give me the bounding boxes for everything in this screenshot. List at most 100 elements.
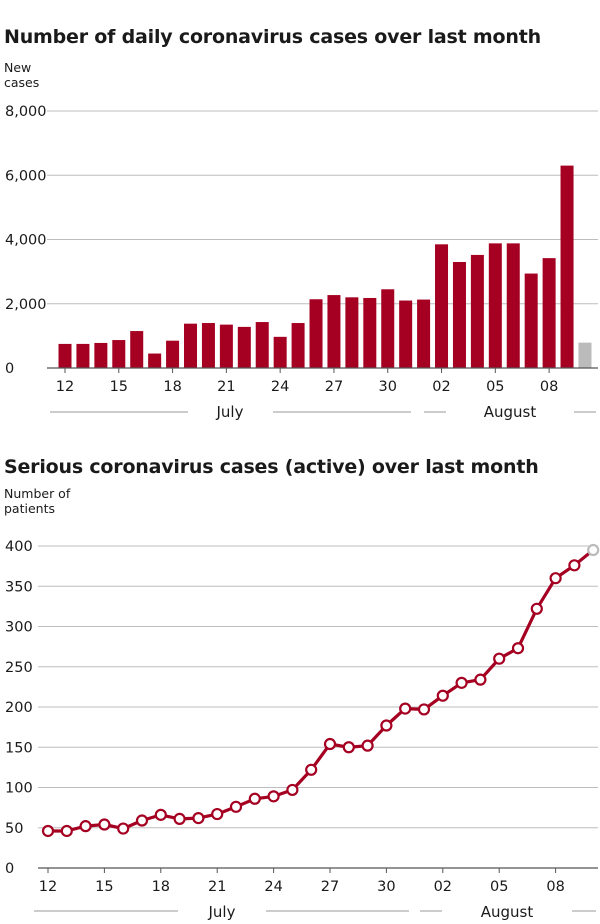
bar xyxy=(148,353,162,368)
x-tick-label: 27 xyxy=(325,379,343,395)
x-tick-label: 15 xyxy=(95,879,113,895)
x-tick-label: 12 xyxy=(39,879,57,895)
data-point xyxy=(549,572,562,585)
data-point xyxy=(323,737,337,751)
bar xyxy=(273,336,287,368)
bar xyxy=(452,261,466,368)
data-point xyxy=(417,703,431,716)
bar xyxy=(363,297,377,368)
x-tick-label: 18 xyxy=(163,379,181,395)
bar xyxy=(524,273,538,368)
data-point xyxy=(229,800,243,813)
bar xyxy=(470,254,484,368)
data-point xyxy=(511,642,525,655)
y-tick-label: 50 xyxy=(5,821,23,837)
data-point xyxy=(568,559,581,572)
data-point xyxy=(286,783,299,797)
data-point xyxy=(211,807,224,821)
y-tick-label: 0 xyxy=(5,361,14,377)
x-tick-label: 30 xyxy=(379,379,397,395)
bar xyxy=(309,299,323,368)
y-tick-label: 4,000 xyxy=(5,233,47,249)
x-tick-label: 12 xyxy=(56,379,74,395)
data-point xyxy=(267,790,280,803)
bar xyxy=(435,244,449,368)
data-point xyxy=(305,763,318,776)
y-tick-label: 0 xyxy=(5,861,14,877)
bar xyxy=(166,340,180,368)
x-tick-label: 08 xyxy=(540,379,558,395)
bar xyxy=(112,340,126,368)
bar xyxy=(417,299,431,368)
data-point xyxy=(41,824,55,838)
chart1-title: Number of daily coronavirus cases over l… xyxy=(4,26,541,48)
bar xyxy=(345,297,359,368)
month-label-august: August xyxy=(481,903,534,921)
data-point xyxy=(474,673,487,686)
y-tick-label: 400 xyxy=(5,539,33,555)
y-axis-label: Number of xyxy=(4,486,71,501)
x-tick-label: 21 xyxy=(208,879,226,895)
x-tick-label: 27 xyxy=(321,879,339,895)
data-point xyxy=(98,818,111,831)
data-point xyxy=(154,808,167,821)
y-tick-label: 200 xyxy=(5,700,33,716)
data-point xyxy=(342,741,355,754)
x-tick-label: 24 xyxy=(264,879,282,895)
x-tick-label: 05 xyxy=(486,379,504,395)
data-point xyxy=(455,676,468,689)
data-point xyxy=(587,543,600,557)
bar xyxy=(184,323,198,368)
month-label-august: August xyxy=(484,403,537,421)
y-tick-label: 300 xyxy=(5,620,33,636)
x-tick-label: 15 xyxy=(110,379,128,395)
data-point xyxy=(399,702,412,715)
y-tick-label: 150 xyxy=(5,740,33,756)
x-tick-label: 02 xyxy=(434,879,452,895)
x-tick-label: 18 xyxy=(152,879,170,895)
bar xyxy=(130,331,144,368)
y-axis-label: cases xyxy=(4,75,39,90)
x-tick-label: 24 xyxy=(271,379,289,395)
data-point xyxy=(173,812,186,825)
bar xyxy=(58,343,72,368)
y-tick-label: 100 xyxy=(5,781,33,797)
bar xyxy=(76,343,90,368)
bar xyxy=(560,165,574,368)
data-point xyxy=(135,814,149,827)
bar xyxy=(542,258,556,368)
bar xyxy=(291,323,305,368)
data-point xyxy=(117,822,130,835)
bar xyxy=(94,342,108,368)
bar xyxy=(255,322,269,368)
y-axis-label: patients xyxy=(4,501,55,516)
bar xyxy=(219,324,233,368)
bar xyxy=(506,243,520,368)
bar xyxy=(237,326,251,368)
y-tick-label: 6,000 xyxy=(5,168,47,184)
data-point xyxy=(436,689,449,702)
data-point xyxy=(248,792,261,805)
x-tick-label: 02 xyxy=(432,379,450,395)
bar xyxy=(381,289,395,368)
x-tick-label: 05 xyxy=(490,879,508,895)
data-point xyxy=(530,602,543,615)
month-label-july: July xyxy=(208,903,236,921)
bar xyxy=(488,243,502,368)
y-tick-label: 2,000 xyxy=(5,297,47,313)
series-line xyxy=(48,563,576,833)
bar xyxy=(399,300,413,368)
chart2-title: Serious coronavirus cases (active) over … xyxy=(4,456,539,478)
x-tick-label: 08 xyxy=(546,879,564,895)
y-axis-label: New xyxy=(4,60,31,75)
bar xyxy=(201,323,215,368)
bar xyxy=(327,295,341,368)
data-point xyxy=(192,811,205,825)
data-point xyxy=(493,652,506,665)
data-point xyxy=(60,824,73,838)
data-point xyxy=(79,820,92,833)
x-tick-label: 21 xyxy=(217,379,235,395)
month-label-july: July xyxy=(216,403,244,421)
